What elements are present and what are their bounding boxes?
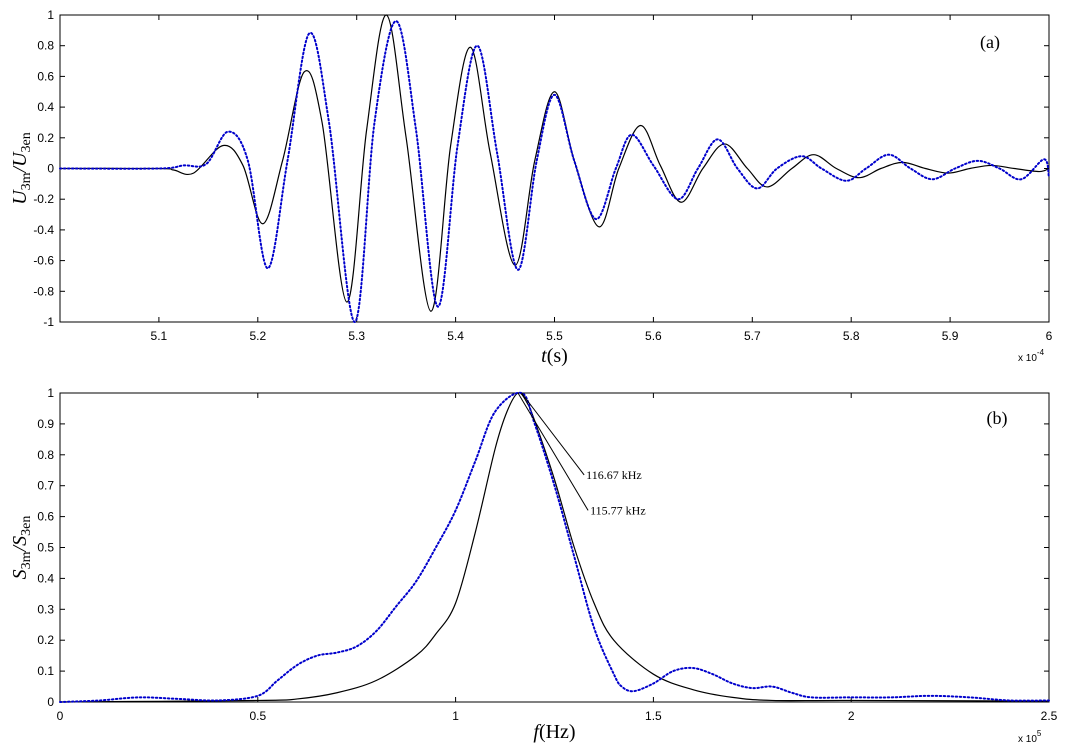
series-line-dotted bbox=[59, 391, 1050, 703]
y-tick-label: 0.2 bbox=[37, 131, 54, 145]
y-tick-label: 0.4 bbox=[37, 100, 54, 114]
y-tick-label: 0.4 bbox=[37, 571, 54, 585]
y-tick-label: 0.6 bbox=[37, 510, 54, 524]
x-tick-label: 0 bbox=[57, 709, 64, 723]
annotation-leader bbox=[521, 392, 585, 476]
x-tick-label: 5.8 bbox=[843, 329, 860, 343]
y-axis-title: S3m/S3en bbox=[9, 516, 34, 580]
chart-panel-b: 0 0.5 1 1.5 2 2.5 0 0.1 0.2 0.3 0.4 0.5 0.6 0.7 0.8 0.9… bbox=[9, 386, 1058, 745]
y-tick-label: 0.8 bbox=[37, 448, 54, 462]
x-axis-title: t(s) bbox=[541, 345, 568, 367]
y-tick-label: 0 bbox=[47, 162, 54, 176]
y-tick-label: 0.6 bbox=[37, 69, 54, 83]
y-tick-label: 0.1 bbox=[37, 664, 54, 678]
panel-label: (b) bbox=[987, 408, 1008, 429]
x-tick-label: 5.7 bbox=[744, 329, 761, 343]
y-tick-label: 0.7 bbox=[37, 479, 54, 493]
x-tick-label: 2.5 bbox=[1041, 709, 1058, 723]
x-tick-label: 5.1 bbox=[151, 329, 168, 343]
x-tick-label: 1 bbox=[452, 709, 459, 723]
y-tick-label: 1 bbox=[47, 8, 54, 22]
y-tick-label: 0.8 bbox=[37, 39, 54, 53]
x-tick-label: 5.2 bbox=[249, 329, 266, 343]
y-tick-label: 0.9 bbox=[37, 417, 54, 431]
panel-label: (a) bbox=[980, 32, 1000, 53]
x-tick-label: 5.5 bbox=[546, 329, 563, 343]
y-tick-label: -0.2 bbox=[33, 192, 54, 206]
y-tick-label: 0.5 bbox=[37, 541, 54, 555]
y-tick-label: -0.6 bbox=[33, 254, 54, 268]
x-tick-label: 6 bbox=[1046, 329, 1053, 343]
y-tick-label: -0.8 bbox=[33, 284, 54, 298]
annotation-label: 115.77 kHz bbox=[590, 503, 646, 517]
x-tick-label: 5.6 bbox=[645, 329, 662, 343]
annotation-label: 116.67 kHz bbox=[586, 468, 642, 482]
x-axis-title: f(Hz) bbox=[533, 721, 575, 743]
x-tick-label: 0.5 bbox=[249, 709, 266, 723]
series-line-solid bbox=[59, 392, 1050, 703]
y-tick-label: 0.2 bbox=[37, 633, 54, 647]
plot-frame bbox=[59, 392, 1050, 703]
y-tick-label: 0 bbox=[47, 695, 54, 709]
y-axis-title: U3m/U3en bbox=[9, 132, 34, 205]
x-exponent-label: x 105 bbox=[1018, 729, 1042, 745]
y-tick-label: -0.4 bbox=[33, 223, 54, 237]
annotation-leader bbox=[517, 392, 589, 511]
x-tick-label: 5.9 bbox=[942, 329, 959, 343]
x-tick-label: 5.3 bbox=[348, 329, 365, 343]
y-tick-label: -1 bbox=[43, 315, 54, 329]
x-tick-label: 2 bbox=[848, 709, 855, 723]
series-line-dotted bbox=[59, 20, 1050, 324]
x-tick-label: 1.5 bbox=[645, 709, 662, 723]
x-exponent-label: x 10-4 bbox=[1018, 348, 1045, 364]
chart-panel-a: 5.1 5.2 5.3 5.4 5.5 5.6 5.7 5.8 5.9 6 -1 -0.8 -0.6 -0… bbox=[9, 8, 1053, 367]
y-tick-label: 1 bbox=[47, 386, 54, 400]
x-tick-label: 5.4 bbox=[447, 329, 464, 343]
plot-frame bbox=[59, 14, 1050, 323]
y-tick-label: 0.3 bbox=[37, 602, 54, 616]
